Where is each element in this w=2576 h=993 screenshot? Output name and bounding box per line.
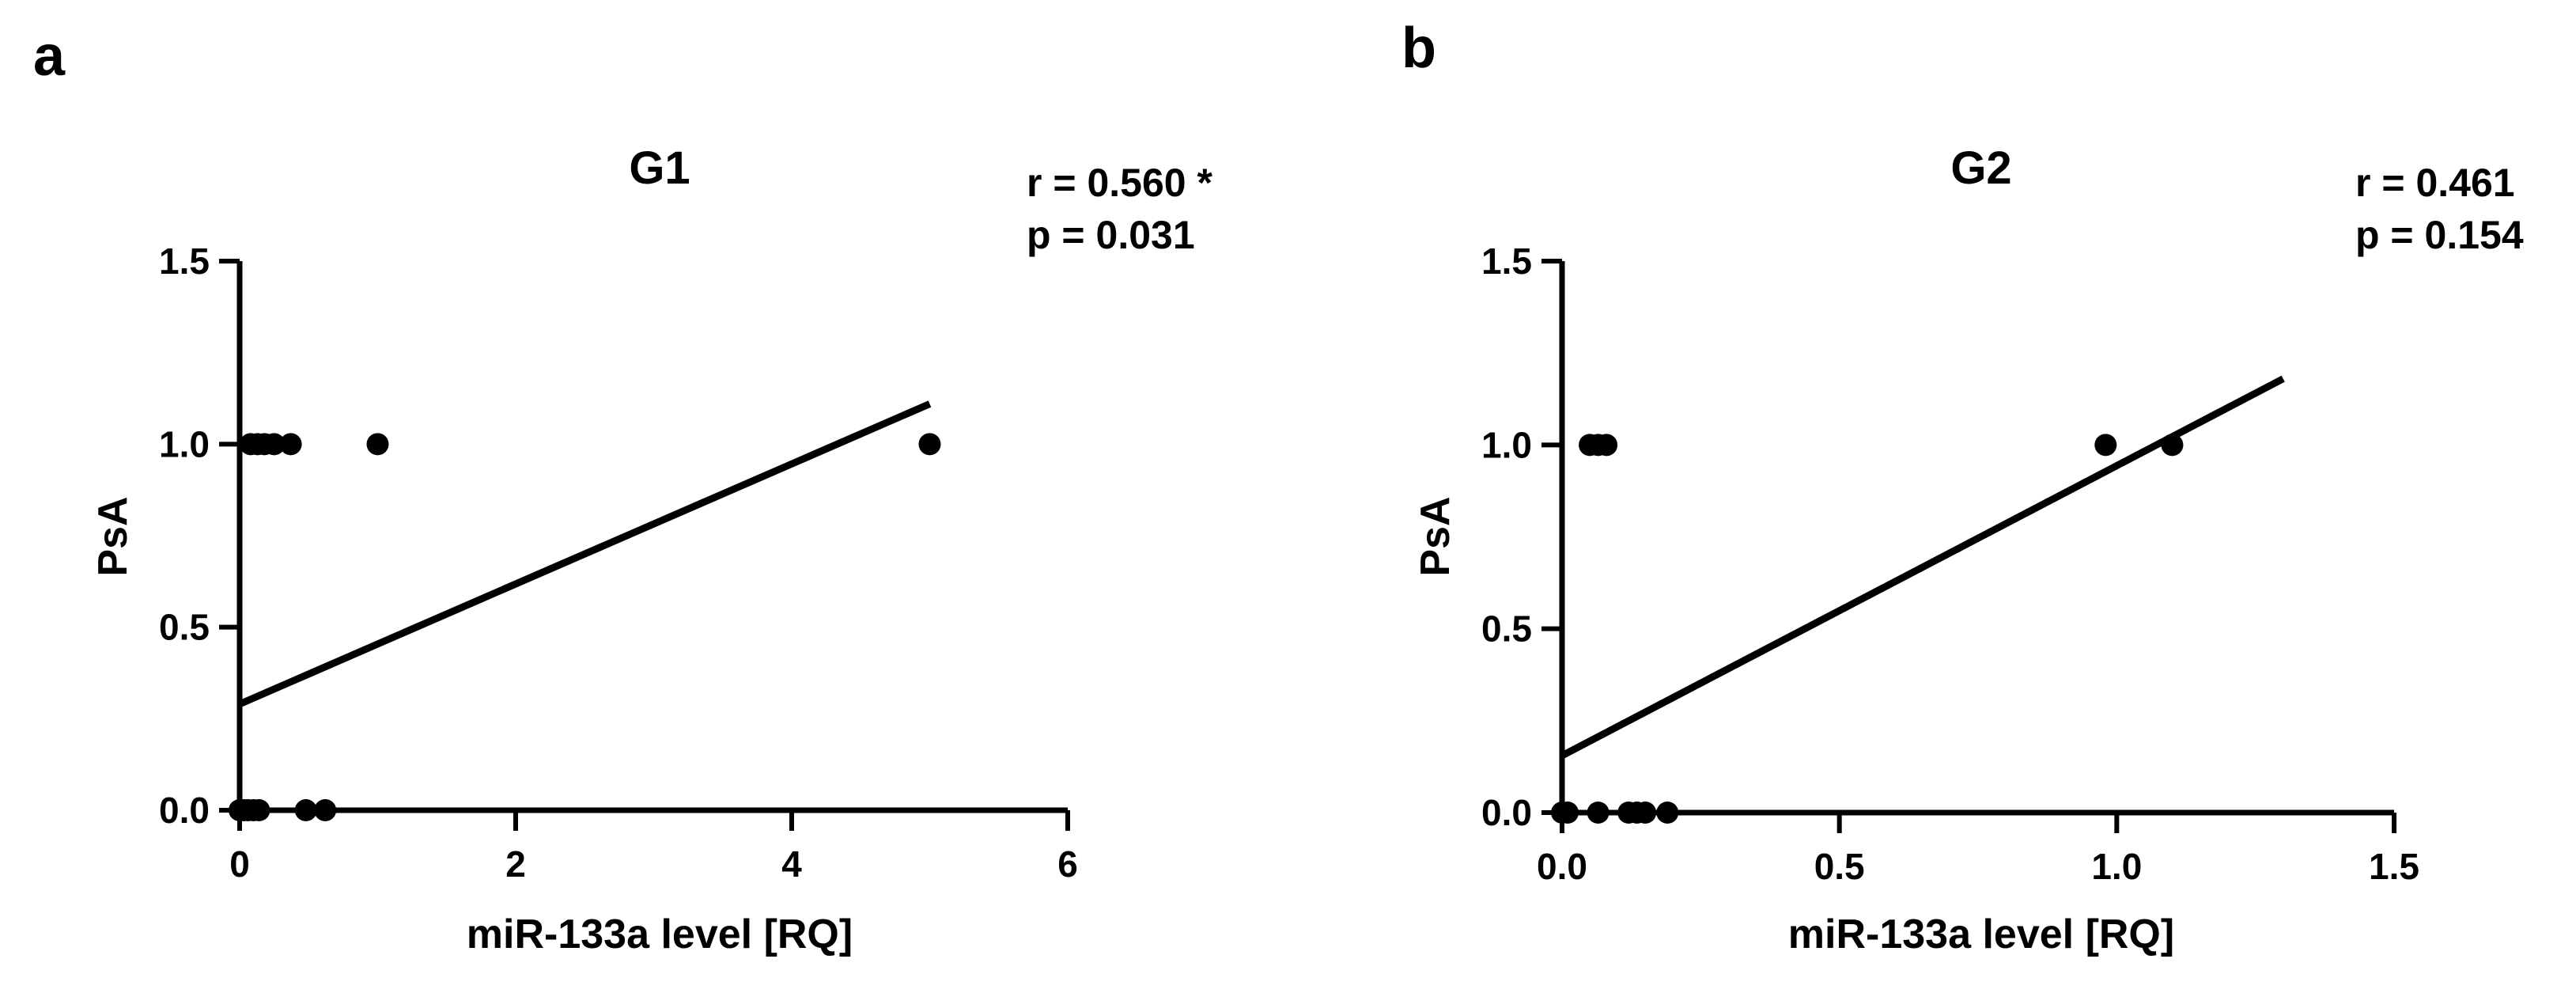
panel-b: b G2 r = 0.461 p = 0.154 miR-133a level … [1401,17,2524,957]
x-axis-label: miR-133a level [RQ] [467,912,853,957]
x-tick-label: 4 [781,843,802,885]
panel-a: a G1 r = 0.560 * p = 0.031 miR-133a leve… [33,25,1212,957]
y-tick-label: 0.5 [159,607,210,648]
y-tick-label: 1.5 [1481,241,1532,282]
x-tick-label: 0 [229,843,250,885]
panel-letter: b [1401,17,1436,80]
data-point [1587,802,1610,824]
data-point [294,799,317,821]
y-tick-label: 0.0 [1481,792,1532,833]
plot-area: 0.0 0.5 1.0 1.5 0 2 4 6 [159,241,1078,885]
y-tick-label: 0.5 [1481,608,1532,650]
data-point [1595,434,1618,457]
x-tick-label: 0.5 [1814,846,1865,887]
stat-r: r = 0.461 [2355,161,2515,205]
data-point [263,433,286,456]
data-point [248,799,270,821]
data-point [1656,802,1679,824]
chart-title: G2 [1950,142,2011,194]
stat-p: p = 0.154 [2355,213,2524,257]
x-tick-label: 1.0 [2091,846,2142,887]
stat-r: r = 0.560 * [1027,161,1212,205]
x-tick-label: 1.5 [2369,846,2419,887]
y-tick-label: 1.5 [159,241,210,282]
y-axis-label: PsA [1413,496,1458,576]
data-point [279,433,302,456]
data-point [314,799,337,821]
stat-p: p = 0.031 [1027,213,1195,257]
x-tick-label: 6 [1057,843,1078,885]
y-tick-label: 1.0 [159,423,210,464]
x-tick-label: 2 [505,843,526,885]
y-tick-label: 0.0 [159,790,210,831]
data-point [366,433,389,456]
plot-area: 0.0 0.5 1.0 1.5 0.0 0.5 1.0 1.5 [1481,241,2419,887]
chart-title: G1 [629,142,690,194]
y-tick-label: 1.0 [1481,424,1532,465]
data-point [1557,802,1579,824]
x-axis-label: miR-133a level [RQ] [1788,912,2174,957]
data-point [1634,802,1657,824]
x-tick-label: 0.0 [1537,846,1587,887]
y-axis-label: PsA [90,496,136,576]
regression-line [238,400,932,707]
data-point [918,433,941,456]
data-point [2161,434,2184,457]
data-point [2094,434,2117,457]
panel-letter: a [33,25,66,88]
